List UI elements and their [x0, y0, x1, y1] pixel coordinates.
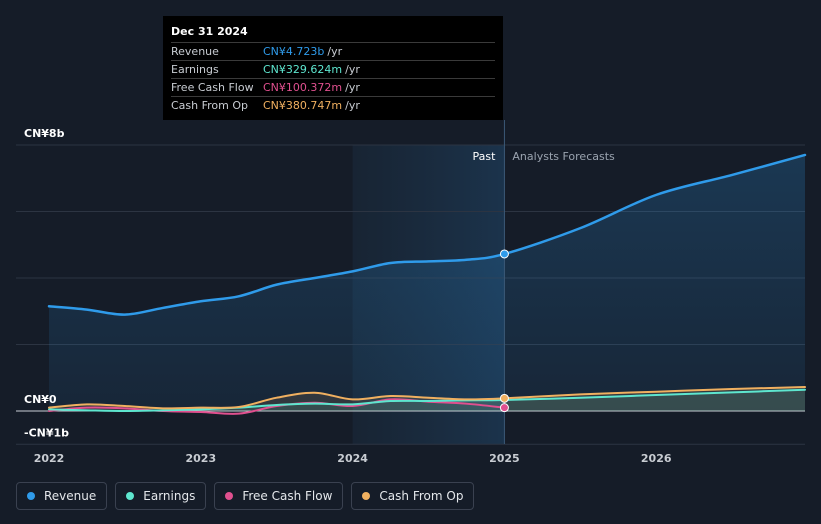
earnings-line — [48, 388, 806, 413]
tooltip-value: CN¥380.747m — [263, 99, 343, 112]
revenue-area — [49, 154, 805, 411]
free-cash-flow-marker — [499, 403, 509, 413]
legend-label: Revenue — [44, 489, 97, 503]
cash-from-op-line — [48, 386, 806, 410]
legend-label: Earnings — [143, 489, 196, 503]
forecast-label: Analysts Forecasts — [512, 150, 615, 163]
legend-item-cash-from-op[interactable]: Cash From Op — [351, 482, 475, 510]
tooltip-unit: /yr — [345, 99, 360, 112]
tooltip-value: CN¥4.723b — [263, 45, 325, 58]
tooltip: Dec 31 2024 Revenue CN¥4.723b /yr Earnin… — [163, 16, 503, 120]
tooltip-date: Dec 31 2024 — [171, 25, 248, 38]
tooltip-row-fcf: Free Cash Flow CN¥100.372m /yr — [171, 78, 495, 96]
legend-dot-icon — [362, 492, 371, 500]
tooltip-label: Revenue — [171, 45, 219, 58]
tooltip-label: Free Cash Flow — [171, 81, 254, 94]
y-tick-label: CN¥0 — [24, 393, 57, 406]
tooltip-value: CN¥100.372m — [263, 81, 343, 94]
legend-item-free-cash-flow[interactable]: Free Cash Flow — [214, 482, 344, 510]
legend-dot-icon — [27, 492, 35, 500]
past-label: Past — [472, 150, 496, 163]
tooltip-label: Earnings — [171, 63, 219, 76]
x-tick-label: 2025 — [489, 452, 520, 465]
legend-item-earnings[interactable]: Earnings — [115, 482, 207, 510]
tooltip-row-cfo: Cash From Op CN¥380.747m /yr — [171, 96, 495, 114]
legend-dot-icon — [126, 492, 135, 500]
earnings-area — [49, 389, 805, 411]
tooltip-unit: /yr — [327, 45, 343, 58]
tooltip-value: CN¥329.624m — [263, 63, 343, 76]
x-tick-label: 2026 — [641, 452, 672, 465]
y-tick-label: -CN¥1b — [24, 426, 69, 439]
tooltip-row-revenue: Revenue CN¥4.723b /yr — [171, 42, 495, 60]
legend: Revenue Earnings Free Cash Flow Cash Fro… — [16, 482, 475, 510]
x-tick-label: 2022 — [34, 452, 65, 465]
cash-from-op-marker — [499, 393, 509, 403]
tooltip-unit: /yr — [345, 81, 360, 94]
tooltip-row-earnings: Earnings CN¥329.624m /yr — [171, 60, 495, 78]
legend-item-revenue[interactable]: Revenue — [16, 482, 108, 510]
x-tick-label: 2023 — [185, 452, 216, 465]
tooltip-label: Cash From Op — [171, 99, 249, 112]
legend-dot-icon — [225, 492, 234, 500]
revenue-marker — [499, 249, 509, 259]
revenue-line — [47, 153, 807, 316]
legend-label: Cash From Op — [379, 489, 464, 503]
tooltip-unit: /yr — [345, 63, 360, 76]
y-tick-label: CN¥8b — [24, 127, 65, 140]
x-tick-label: 2024 — [337, 452, 368, 465]
legend-label: Free Cash Flow — [242, 489, 333, 503]
